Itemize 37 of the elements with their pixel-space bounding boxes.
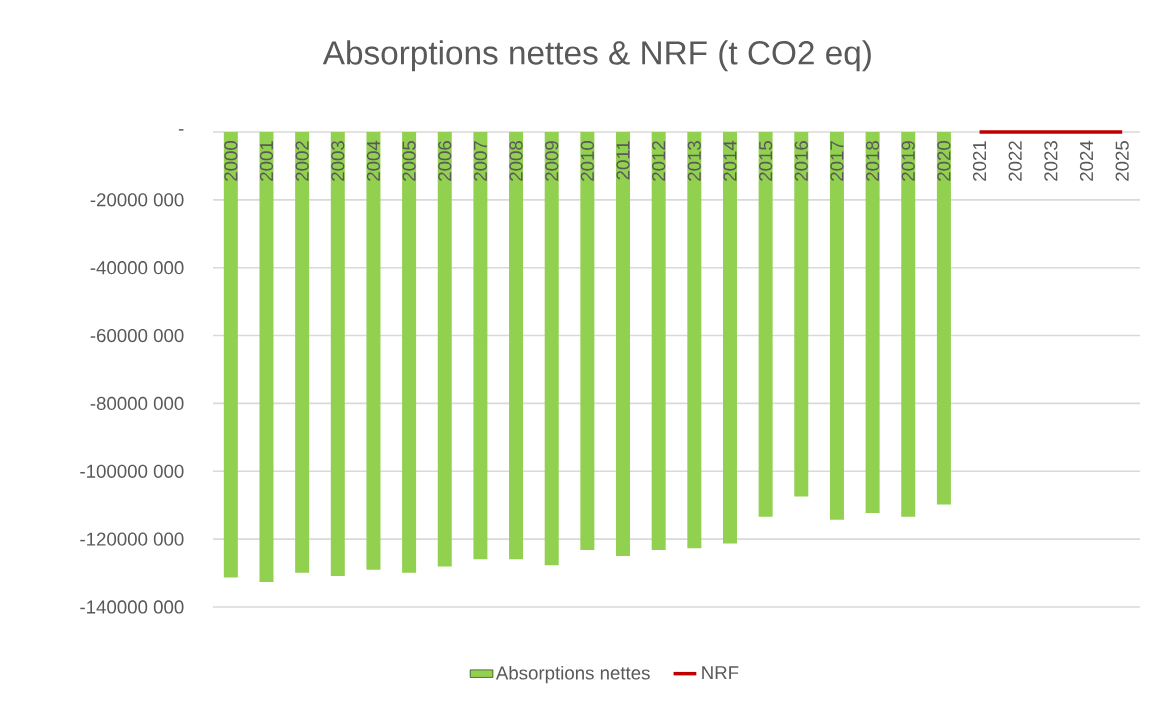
y-tick-label: -40000 000 — [90, 261, 184, 275]
x-tick-label: 2017 — [830, 141, 844, 181]
y-tick-label: -100000 000 — [80, 464, 184, 478]
x-tick-label: 2022 — [1008, 141, 1022, 181]
x-tick-label: 2016 — [794, 141, 808, 181]
x-tick-label: 2023 — [1044, 141, 1058, 181]
x-tick-label: 2015 — [759, 141, 773, 181]
y-tick-label: -80000 000 — [90, 396, 184, 411]
y-tick-label: - — [178, 129, 184, 131]
legend-label: NRF — [702, 666, 739, 680]
y-tick-label: -120000 000 — [80, 532, 184, 546]
x-tick-label: 2001 — [259, 141, 274, 181]
x-tick-label: 2021 — [972, 141, 987, 181]
x-tick-label: 2013 — [687, 141, 701, 181]
x-tick-label: 2019 — [901, 141, 915, 181]
chart-title: Absorptions nettes & NRF (t CO2 eq) — [322, 40, 871, 72]
x-tick-label: 2024 — [1079, 140, 1094, 181]
x-tick-label: 2025 — [1115, 141, 1129, 181]
x-tick-label: 2014 — [723, 140, 737, 181]
x-tick-label: 2005 — [402, 141, 416, 181]
x-tick-label: 2004 — [366, 140, 381, 181]
y-tick-label: -60000 000 — [90, 328, 184, 343]
x-tick-label: 2008 — [509, 141, 523, 181]
x-tick-label: 2003 — [331, 141, 345, 181]
x-tick-label: 2011 — [616, 141, 630, 180]
x-tick-label: 2012 — [652, 141, 666, 181]
y-tick-label: -140000 000 — [80, 600, 184, 614]
x-tick-label: 2002 — [295, 141, 309, 181]
x-tick-label: 2009 — [545, 141, 559, 181]
legend-label: Absorptions nettes — [495, 665, 650, 684]
x-tick-label: 2007 — [473, 141, 488, 181]
x-tick-label: 2006 — [438, 141, 452, 181]
x-tick-label: 2010 — [580, 140, 594, 181]
x-tick-label: 2018 — [865, 141, 880, 181]
y-tick-label: -20000 000 — [90, 193, 184, 207]
x-tick-label: 2000 — [224, 140, 238, 181]
x-tick-label: 2020 — [937, 140, 951, 181]
